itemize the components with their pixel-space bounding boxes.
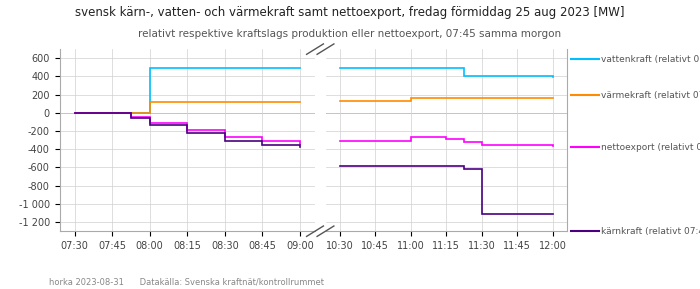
Text: svensk kärn-, vatten- och värmekraft samt nettoexport, fredag förmiddag 25 aug 2: svensk kärn-, vatten- och värmekraft sam… [76, 6, 624, 19]
Text: kärnkraft (relativt 07:45): kärnkraft (relativt 07:45) [601, 227, 700, 236]
Text: horka 2023-08-31      Datakälla: Svenska kraftnät/kontrollrummet: horka 2023-08-31 Datakälla: Svenska kraf… [49, 277, 324, 286]
Text: nettoexport (relativt 07:45): nettoexport (relativt 07:45) [601, 143, 700, 152]
Text: relativt respektive kraftslags produktion eller nettoexport, 07:45 samma morgon: relativt respektive kraftslags produktio… [139, 29, 561, 39]
Text: värmekraft (relativt 07:45): värmekraft (relativt 07:45) [601, 91, 700, 100]
Text: vattenkraft (relativt 07:45): vattenkraft (relativt 07:45) [601, 55, 700, 64]
